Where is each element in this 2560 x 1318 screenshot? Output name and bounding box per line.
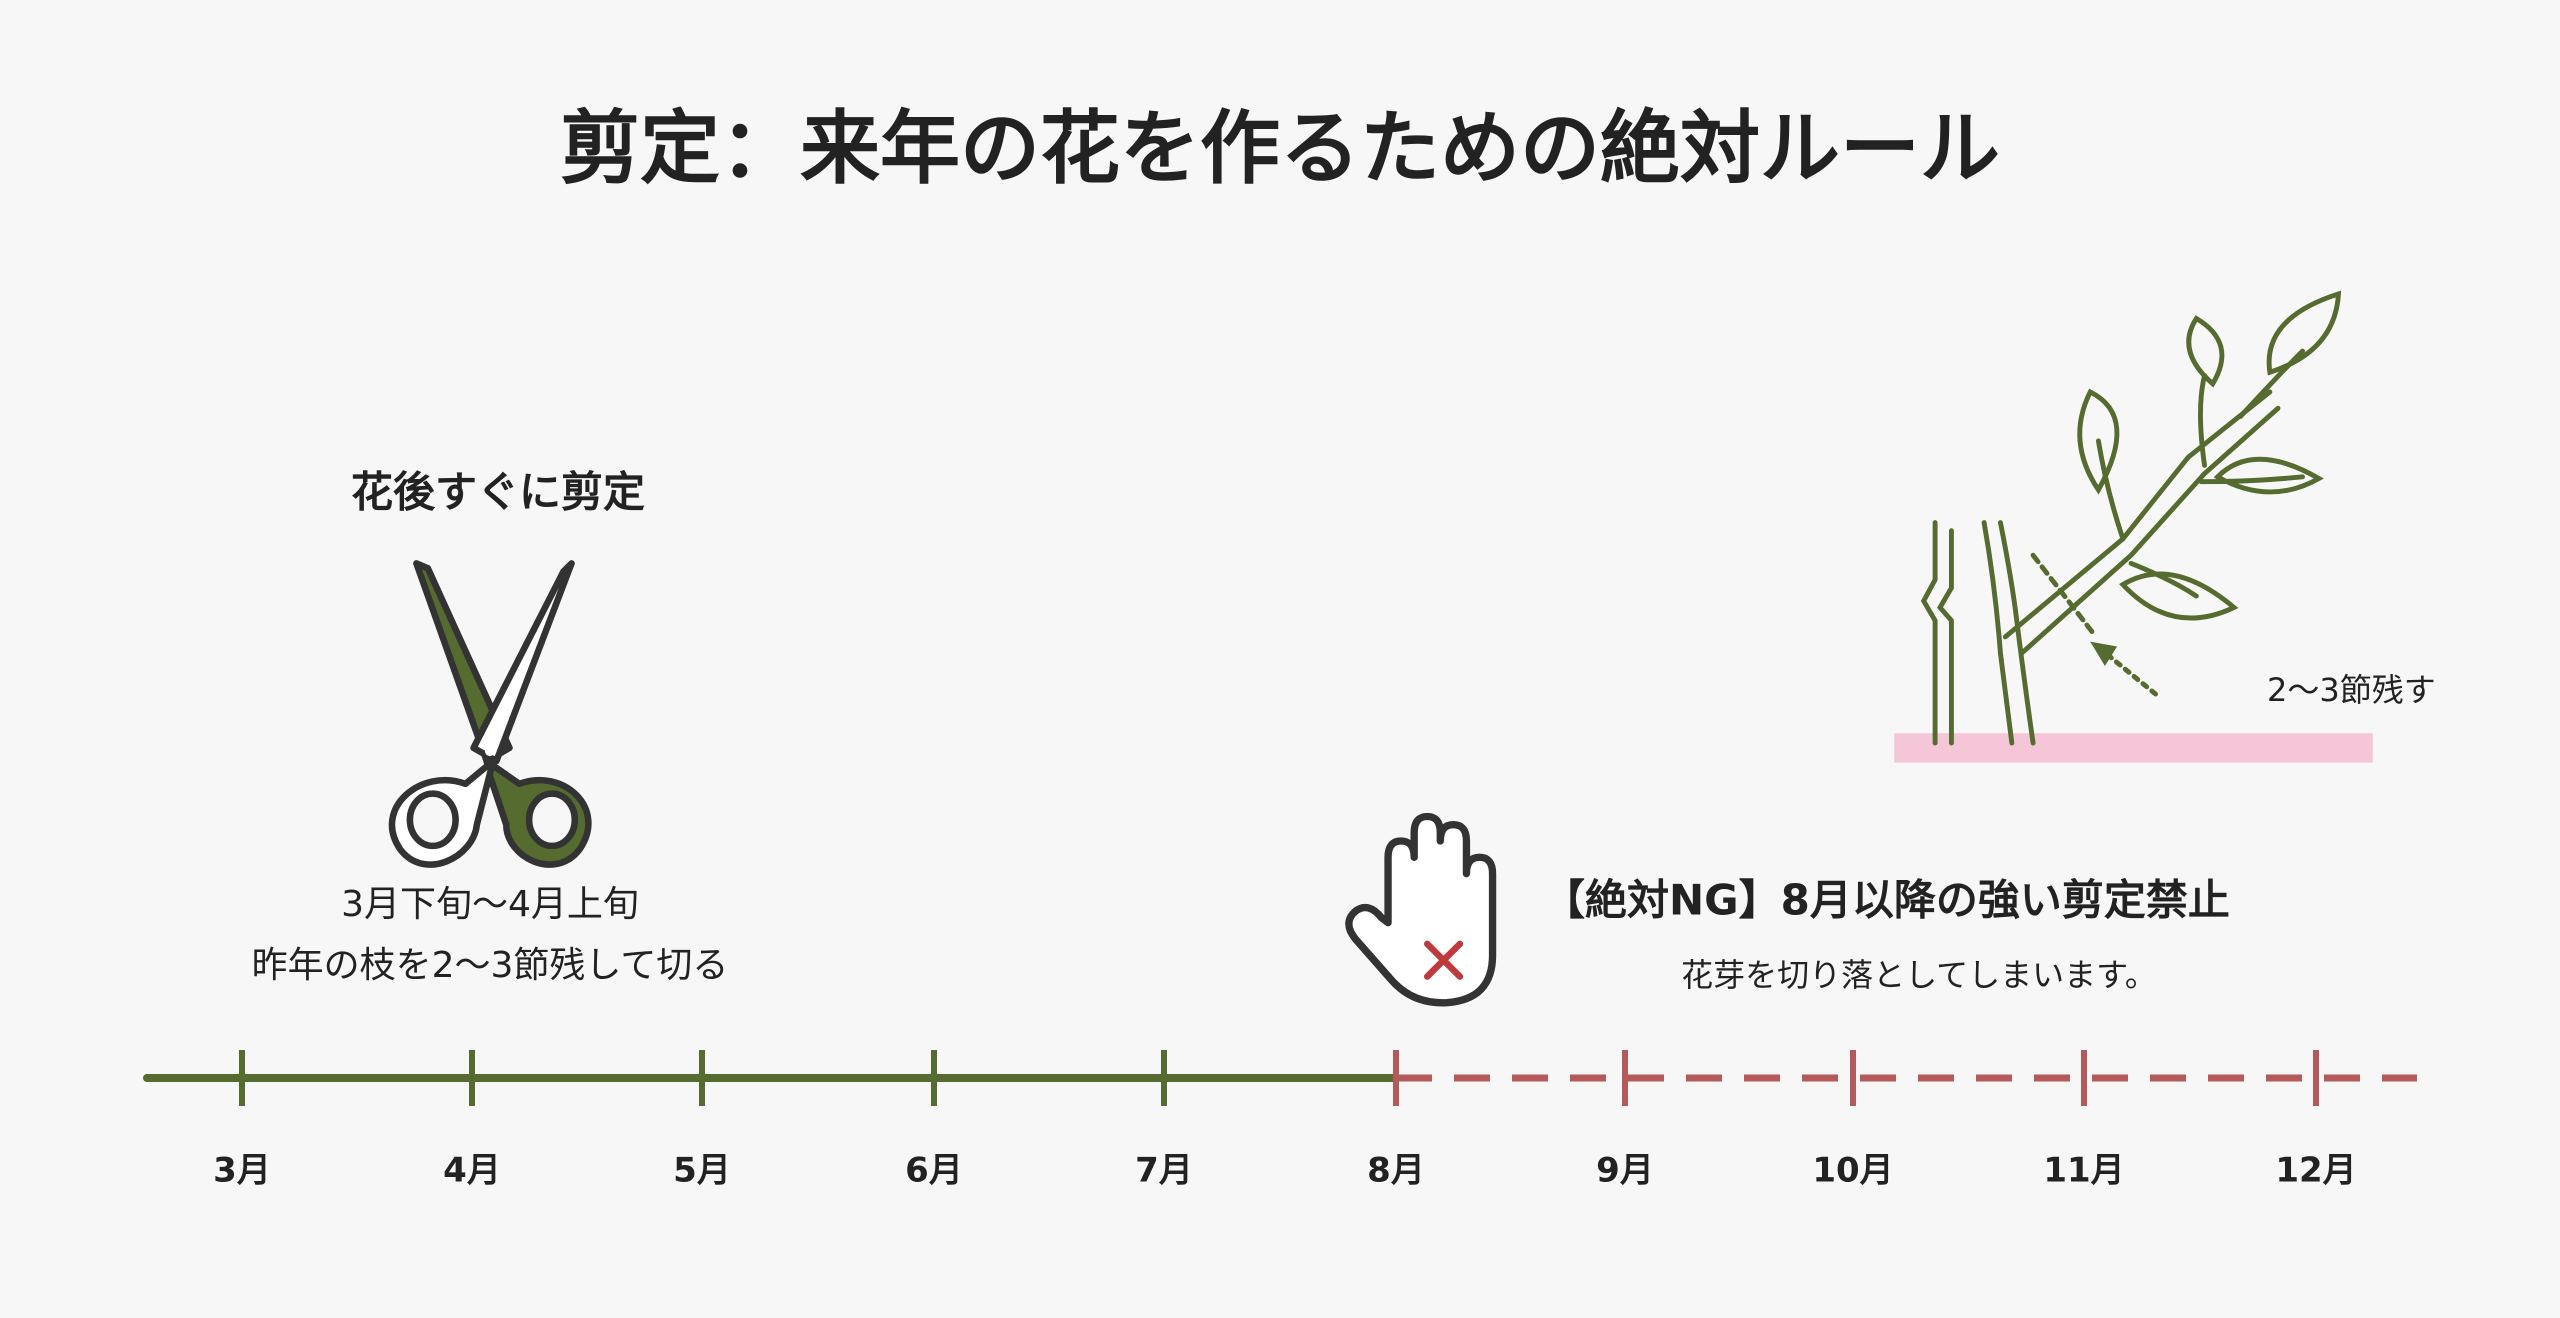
month-label: 7月 [1135,1151,1193,1191]
warning-heading: 【絶対NG】8月以降の強い剪定禁止 [1543,876,2230,925]
left-heading: 花後すぐに剪定 [351,468,645,517]
plant-illustration [1894,290,2373,763]
month-label: 9月 [1596,1151,1654,1191]
scissors-icon [388,560,592,868]
month-label: 8月 [1367,1151,1425,1191]
month-label: 3月 [213,1151,271,1191]
left-instruction: 昨年の枝を2〜3節残して切る [252,945,729,986]
plant-annotation: 2〜3節残す [2267,671,2436,709]
month-label: 5月 [673,1151,731,1191]
month-label: 4月 [443,1151,501,1191]
title: 剪定：来年の花を作るための絶対ルール [560,101,2000,195]
month-label: 6月 [905,1151,963,1191]
left-period: 3月下旬〜4月上旬 [341,884,639,925]
warning-note: 花芽を切り落としてしまいます。 [1681,956,2157,994]
month-label: 12月 [2275,1151,2356,1191]
month-label: 10月 [1812,1151,1893,1191]
month-label: 11月 [2043,1151,2124,1191]
stop-hand-icon [1345,812,1497,1007]
